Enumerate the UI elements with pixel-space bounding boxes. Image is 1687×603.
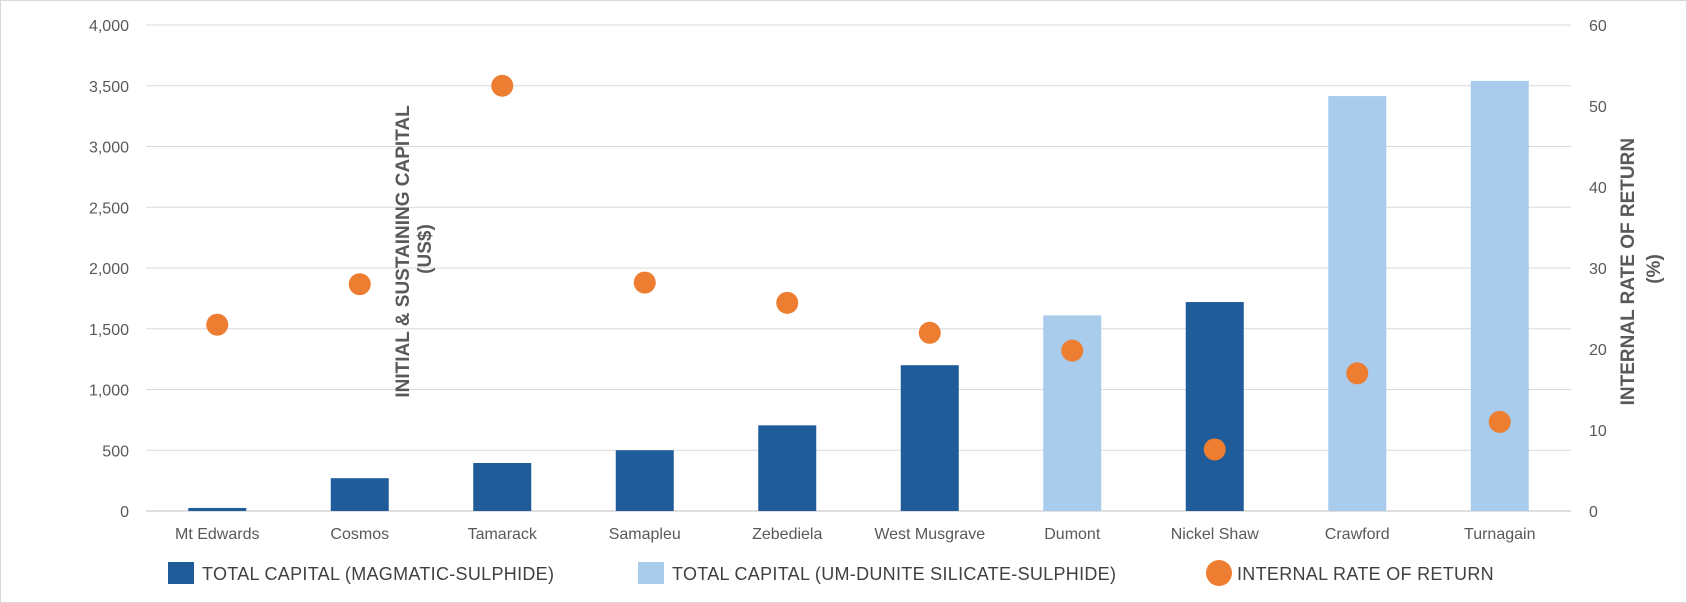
irr-point-1 — [348, 273, 371, 296]
category-labels: Mt Edwards Cosmos Tamarack Samapleu Zebediel… — [175, 526, 1535, 543]
y-axis-title-line-1: INITIAL & SUSTAINING CAPITAL — [393, 105, 414, 398]
category-label: Mt Edwards — [175, 526, 259, 543]
irr-points — [206, 74, 1511, 461]
irr-point-6 — [1061, 339, 1084, 362]
y-tick-label: 1,000 — [89, 383, 129, 400]
legend-label-um-dunite: TOTAL CAPITAL (UM-DUNITE SILICATE-SULPHI… — [672, 564, 1116, 584]
gridlines — [146, 24, 1571, 512]
category-label: Dumont — [1044, 526, 1101, 543]
irr-point-7 — [1203, 438, 1226, 461]
y2-tick-label: 10 — [1589, 423, 1607, 440]
irr-point-2 — [491, 74, 514, 97]
bar-magmatic-2 — [473, 463, 532, 511]
legend: TOTAL CAPITAL (MAGMATIC-SULPHIDE) TOTAL … — [168, 560, 1494, 586]
bar-magmatic-1 — [330, 478, 389, 511]
y-tick-label: 2,500 — [89, 200, 129, 217]
bar-magmatic-7 — [1185, 302, 1244, 511]
irr-point-8 — [1346, 362, 1369, 385]
bar-magmatic-0 — [188, 507, 247, 511]
irr-point-5 — [918, 321, 941, 344]
y2-tick-label: 30 — [1589, 261, 1607, 278]
y2-tick-label: 0 — [1589, 504, 1598, 521]
legend-swatch-irr — [1206, 560, 1232, 586]
y-tick-label: 0 — [120, 504, 129, 521]
bar-magmatic-4 — [758, 425, 817, 511]
category-label: Zebediela — [752, 526, 822, 543]
y2-axis-title-line-2: (%) — [1644, 254, 1665, 284]
legend-swatch-magmatic — [168, 562, 194, 584]
y-tick-label: 3,000 — [89, 140, 129, 157]
y2-tick-label: 20 — [1589, 342, 1607, 359]
legend-swatch-um-dunite — [638, 562, 664, 584]
legend-label-magmatic: TOTAL CAPITAL (MAGMATIC-SULPHIDE) — [202, 564, 554, 584]
y-tick-label: 3,500 — [89, 79, 129, 96]
irr-point-4 — [776, 291, 799, 314]
y-tick-label: 2,000 — [89, 261, 129, 278]
bar-um-dunite-9 — [1470, 80, 1529, 511]
y-axis-title: INITIAL & SUSTAINING CAPITAL (US$) — [393, 100, 436, 397]
bar-um-dunite-8 — [1328, 96, 1387, 511]
bar-magmatic-5 — [900, 365, 959, 511]
left-axis-ticks: 0 500 1,000 1,500 2,000 2,500 3,000 3,500 4,000 — [89, 18, 129, 521]
y2-axis-title-line-1: INTERNAL RATE OF RETURN — [1618, 138, 1639, 405]
category-label: Tamarack — [468, 526, 538, 543]
category-label: Crawford — [1325, 526, 1390, 543]
y2-tick-label: 40 — [1589, 180, 1607, 197]
legend-label-irr: INTERNAL RATE OF RETURN — [1237, 564, 1494, 584]
bars — [188, 80, 1529, 511]
irr-point-3 — [633, 271, 656, 294]
category-label: Cosmos — [330, 526, 389, 543]
irr-point-0 — [206, 313, 229, 336]
category-label: Nickel Shaw — [1171, 526, 1259, 543]
category-label: West Musgrave — [874, 526, 985, 543]
category-label: Turnagain — [1464, 526, 1535, 543]
y2-axis-title: INTERNAL RATE OF RETURN (%) — [1618, 133, 1665, 406]
y-tick-label: 500 — [102, 443, 129, 460]
y2-tick-label: 60 — [1589, 18, 1607, 35]
y-tick-label: 1,500 — [89, 322, 129, 339]
bar-magmatic-3 — [615, 450, 674, 511]
y2-tick-label: 50 — [1589, 99, 1607, 116]
category-label: Samapleu — [609, 526, 681, 543]
y-tick-label: 4,000 — [89, 18, 129, 35]
y-axis-title-line-2: (US$) — [415, 224, 436, 274]
irr-point-9 — [1488, 410, 1511, 433]
right-axis-ticks: 0 10 20 30 40 50 60 — [1589, 18, 1607, 521]
